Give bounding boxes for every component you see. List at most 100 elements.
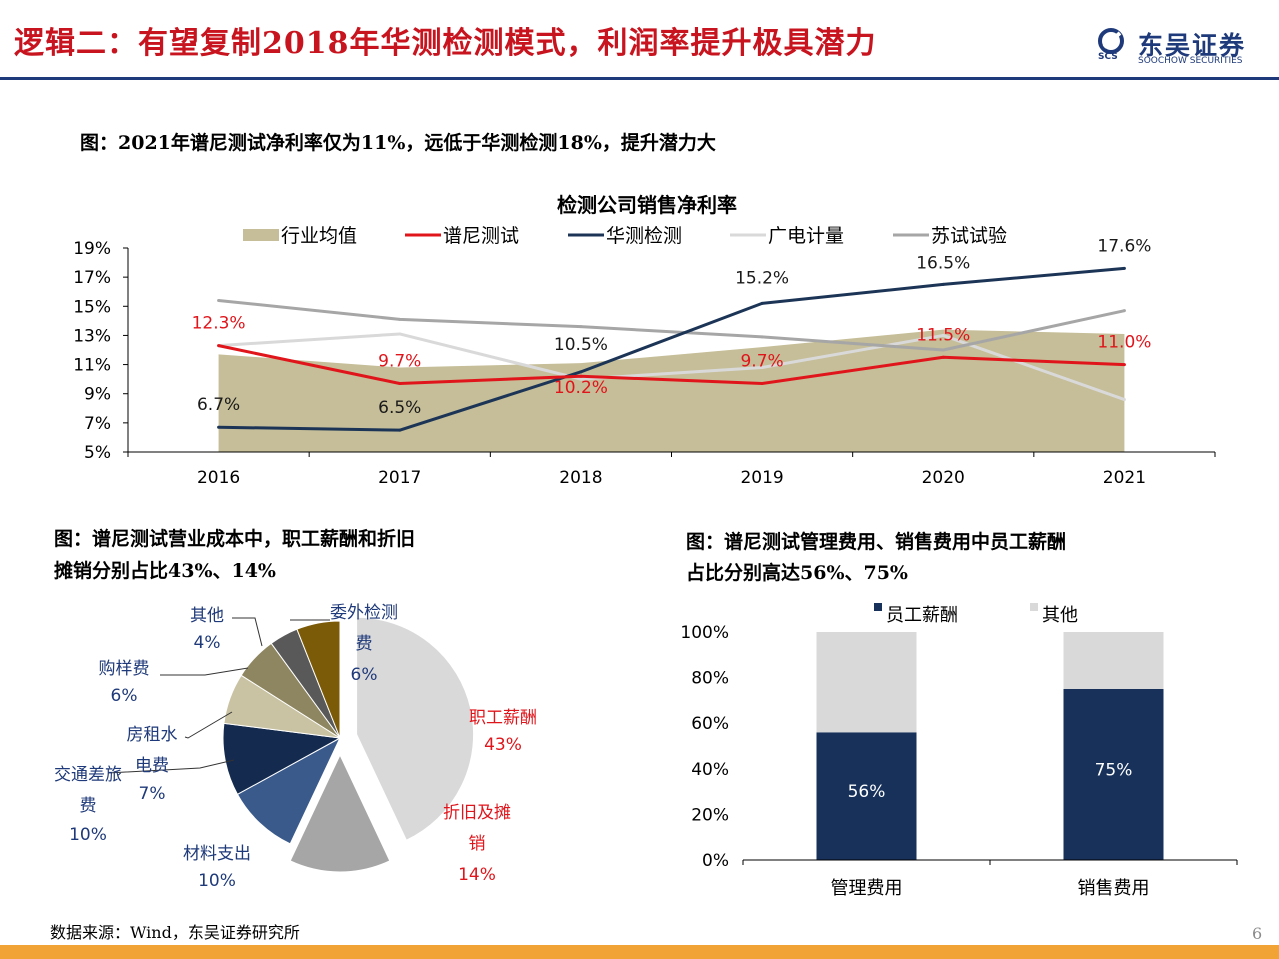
data-label-puni: 9.7%	[378, 352, 421, 372]
data-source-note: 数据来源：Wind，东吴证券研究所	[50, 923, 300, 942]
line-series-4-point	[579, 377, 583, 381]
x-tick-label: 2016	[197, 468, 240, 488]
bar-value-label: 56%	[848, 782, 886, 802]
bar-y-tick-label: 80%	[691, 669, 729, 689]
logo-mark-icon: SCS	[1098, 28, 1124, 60]
logo-subtext: SOOCHOW SECURITIES	[1138, 56, 1243, 66]
pie-label-3: 材料支出	[183, 844, 251, 864]
bar-category-label: 管理费用	[831, 878, 903, 899]
legend-label-2: 谱尼测试	[443, 225, 519, 247]
bar-y-tick-label: 40%	[691, 760, 729, 780]
pie-leader-line	[160, 667, 249, 676]
y-tick-label: 11%	[73, 356, 111, 376]
pie-label-6: 购样费	[99, 659, 150, 679]
brand-logo: SCS 东吴证券 SOOCHOW SECURITIES	[1098, 24, 1268, 68]
slide-title: 逻辑二：有望复制2018年华测检测模式，利润率提升极具潜力	[14, 26, 877, 61]
data-label-puni: 12.3%	[192, 314, 246, 334]
line-series-2-point	[217, 344, 221, 348]
line-series-2-point	[941, 355, 945, 359]
line-series-3-point	[941, 282, 945, 286]
pie-label-2: 销	[469, 834, 486, 854]
bar-legend-swatch-2	[1030, 603, 1038, 611]
bar-category-label: 销售费用	[1078, 878, 1150, 899]
pie-pct-2: 14%	[458, 865, 496, 885]
legend-label-1: 行业均值	[281, 225, 357, 247]
line-series-2-point	[760, 382, 764, 386]
data-label-huace: 6.5%	[378, 398, 421, 418]
pie-slice-4	[222, 722, 342, 796]
legend-swatch-1	[243, 229, 279, 241]
line-series-3-point	[760, 301, 764, 305]
line-chart-title: 检测公司销售净利率	[557, 193, 737, 217]
logo-mark-text: SCS	[1098, 52, 1118, 60]
bar-segment-2	[816, 632, 917, 733]
line-series-3-point	[398, 428, 402, 432]
footer-bar	[0, 945, 1279, 959]
pie-leader-line	[232, 617, 263, 647]
line-series-2-point	[398, 382, 402, 386]
x-tick-label: 2017	[378, 468, 421, 488]
y-tick-label: 13%	[73, 326, 111, 346]
line-series-4-point	[941, 333, 945, 337]
pie-pct-5: 7%	[139, 784, 166, 804]
y-tick-label: 15%	[73, 297, 111, 317]
pie-leader-line	[107, 759, 235, 774]
data-label-puni: 11.0%	[1097, 333, 1151, 353]
pie-label-5: 电费	[135, 756, 169, 776]
line-series-3-point	[217, 425, 221, 429]
pie-slice-2	[289, 753, 391, 873]
pie-label-2: 折旧及摊	[443, 803, 511, 823]
pie-leader-line	[184, 711, 233, 739]
x-tick-label: 2020	[922, 468, 965, 488]
y-tick-label: 17%	[73, 268, 111, 288]
line-series-2	[218, 344, 1125, 386]
x-tick-label: 2018	[559, 468, 602, 488]
data-label-huace: 6.7%	[197, 395, 240, 415]
legend-label-5: 苏试试验	[931, 225, 1007, 247]
pie-pct-8: 6%	[351, 665, 378, 685]
line-series-2-point	[1122, 363, 1126, 367]
line-series-5-point	[941, 348, 945, 352]
bar-y-tick-label: 0%	[702, 851, 729, 871]
pie-label-4: 交通差旅	[54, 765, 122, 785]
y-tick-label: 5%	[84, 443, 111, 463]
pie-label-4: 费	[80, 796, 97, 816]
legend-label-4: 广电计量	[768, 225, 844, 247]
pie-slice-3	[236, 736, 342, 845]
pie-slice-8	[296, 620, 341, 739]
logo-text: 东吴证券	[1138, 31, 1247, 60]
line-series-5-point	[217, 298, 221, 302]
y-tick-label: 19%	[73, 239, 111, 259]
line-series-3	[218, 266, 1125, 432]
bar-segment-1	[816, 732, 917, 860]
line-series-4-point	[760, 365, 764, 369]
pie-label-7: 其他	[190, 606, 224, 626]
y-tick-label: 9%	[84, 385, 111, 405]
pie-label-8: 费	[356, 634, 373, 654]
figure-caption-bar-line2: 占比分别高达56%、75%	[686, 562, 908, 584]
line-series-2-point	[579, 374, 583, 378]
data-label-huace: 17.6%	[1097, 236, 1151, 256]
data-label-puni: 9.7%	[740, 352, 783, 372]
bar-y-tick-label: 60%	[691, 714, 729, 734]
figure-caption-pie-line2: 摊销分别占比43%、14%	[54, 560, 276, 582]
pie-pct-4: 10%	[69, 825, 107, 845]
cost-structure-pie-chart: 职工薪酬43%折旧及摊销14%材料支出10%交通差旅费10%房租水电费7%购样费…	[54, 603, 537, 891]
figure-caption-pie-line1: 图：谱尼测试营业成本中，职工薪酬和折旧	[54, 528, 416, 550]
page-number: 6	[1252, 924, 1263, 943]
pie-pct-7: 4%	[194, 633, 221, 653]
bar-segment-1	[1063, 689, 1164, 860]
pie-pct-3: 10%	[198, 871, 236, 891]
pie-label-1: 职工薪酬	[469, 708, 537, 728]
area-series-industry-average	[218, 329, 1125, 452]
figure-caption-top: 图：2021年谱尼测试净利率仅为11%，远低于华测检测18%，提升潜力大	[80, 132, 716, 154]
data-label-huace: 15.2%	[735, 268, 789, 288]
line-series-4	[218, 332, 1125, 401]
pie-label-8: 委外检测	[330, 603, 398, 623]
line-series-5-point	[579, 325, 583, 329]
figure-caption-bar-line1: 图：谱尼测试管理费用、销售费用中员工薪酬	[686, 531, 1067, 553]
line-series-3-point	[579, 370, 583, 374]
bar-legend-label-2: 其他	[1042, 605, 1078, 626]
